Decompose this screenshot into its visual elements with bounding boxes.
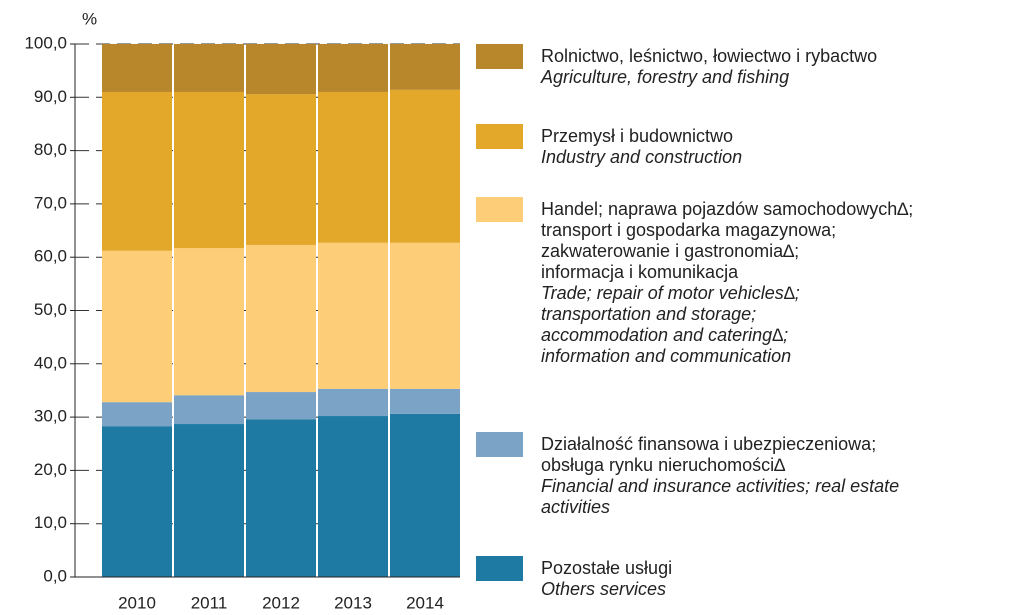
bar-segment xyxy=(390,89,460,243)
legend-label-en: Industry and construction xyxy=(541,147,743,167)
legend-label: Rolnictwo, leśnictwo, łowiectwo i rybact… xyxy=(541,46,878,66)
legend-label: Handel; naprawa pojazdów samochodowych∆;… xyxy=(541,199,914,282)
bar-segment xyxy=(390,44,460,90)
legend-swatch xyxy=(476,556,523,581)
bar-segment xyxy=(174,395,244,425)
legend-entry: Przemysł i budownictwo Industry and const… xyxy=(541,126,1009,168)
x-tick-label: 2013 xyxy=(334,593,372,612)
bar-segment xyxy=(390,242,460,389)
y-unit: % xyxy=(82,9,97,28)
legend-swatch xyxy=(476,197,523,222)
legend-label-en: Others services xyxy=(541,579,667,599)
bar-segment xyxy=(102,44,172,92)
bar-segment xyxy=(174,424,244,577)
y-tick-label: 10,0 xyxy=(34,513,67,532)
bar-segment xyxy=(390,388,460,414)
y-tick-label: 60,0 xyxy=(34,247,67,266)
bar-segment xyxy=(318,91,388,243)
y-tick-label: 40,0 xyxy=(34,353,67,372)
legend-entry: Działalność finansowa i ubezpieczeniowa;… xyxy=(541,434,1009,518)
x-tick-label: 2010 xyxy=(118,593,156,612)
bar-segment xyxy=(318,388,388,417)
legend-entry: Handel; naprawa pojazdów samochodowych∆;… xyxy=(541,199,1009,367)
bar-segment xyxy=(102,402,172,427)
bar-segment xyxy=(246,392,316,420)
legend-label: Działalność finansowa i ubezpieczeniowa;… xyxy=(541,434,877,475)
y-tick-label: 80,0 xyxy=(34,140,67,159)
legend-entry: Rolnictwo, leśnictwo, łowiectwo i rybact… xyxy=(541,46,1009,88)
y-tick-label: 0,0 xyxy=(43,566,67,585)
legend-swatch xyxy=(476,432,523,457)
bar-segment xyxy=(318,44,388,92)
y-tick-label: 70,0 xyxy=(34,193,67,212)
bar-segment xyxy=(246,244,316,393)
legend-label-en: Trade; repair of motor vehicles∆; transp… xyxy=(541,283,800,366)
bar-segment xyxy=(102,91,172,251)
x-tick-label: 2014 xyxy=(406,593,444,612)
bar-segment xyxy=(390,413,460,577)
legend-swatch xyxy=(476,124,523,149)
bar-segment xyxy=(318,416,388,577)
bar-segment xyxy=(246,44,316,95)
y-tick-label: 20,0 xyxy=(34,460,67,479)
legend-label-en: Financial and insurance activities; real… xyxy=(541,476,900,517)
y-tick-label: 30,0 xyxy=(34,407,67,426)
bar-segment xyxy=(174,44,244,92)
bar-segment xyxy=(174,91,244,249)
y-tick-label: 90,0 xyxy=(34,87,67,106)
legend-swatch xyxy=(476,44,523,69)
bar-segment xyxy=(102,426,172,577)
y-tick-label: 100,0 xyxy=(24,33,67,52)
x-tick-label: 2011 xyxy=(191,593,228,612)
bar-segment xyxy=(246,419,316,577)
legend-label: Pozostałe usługi xyxy=(541,558,673,578)
legend-label-en: Agriculture, forestry and fishing xyxy=(541,67,790,87)
bar-segment xyxy=(102,250,172,403)
legend-label: Przemysł i budownictwo xyxy=(541,126,734,146)
bar-segment xyxy=(246,94,316,245)
y-tick-label: 50,0 xyxy=(34,300,67,319)
x-tick-label: 2012 xyxy=(262,593,300,612)
legend-entry: Pozostałe usługi Others services xyxy=(541,558,1009,600)
bar-segment xyxy=(174,248,244,396)
bar-segment xyxy=(318,242,388,389)
